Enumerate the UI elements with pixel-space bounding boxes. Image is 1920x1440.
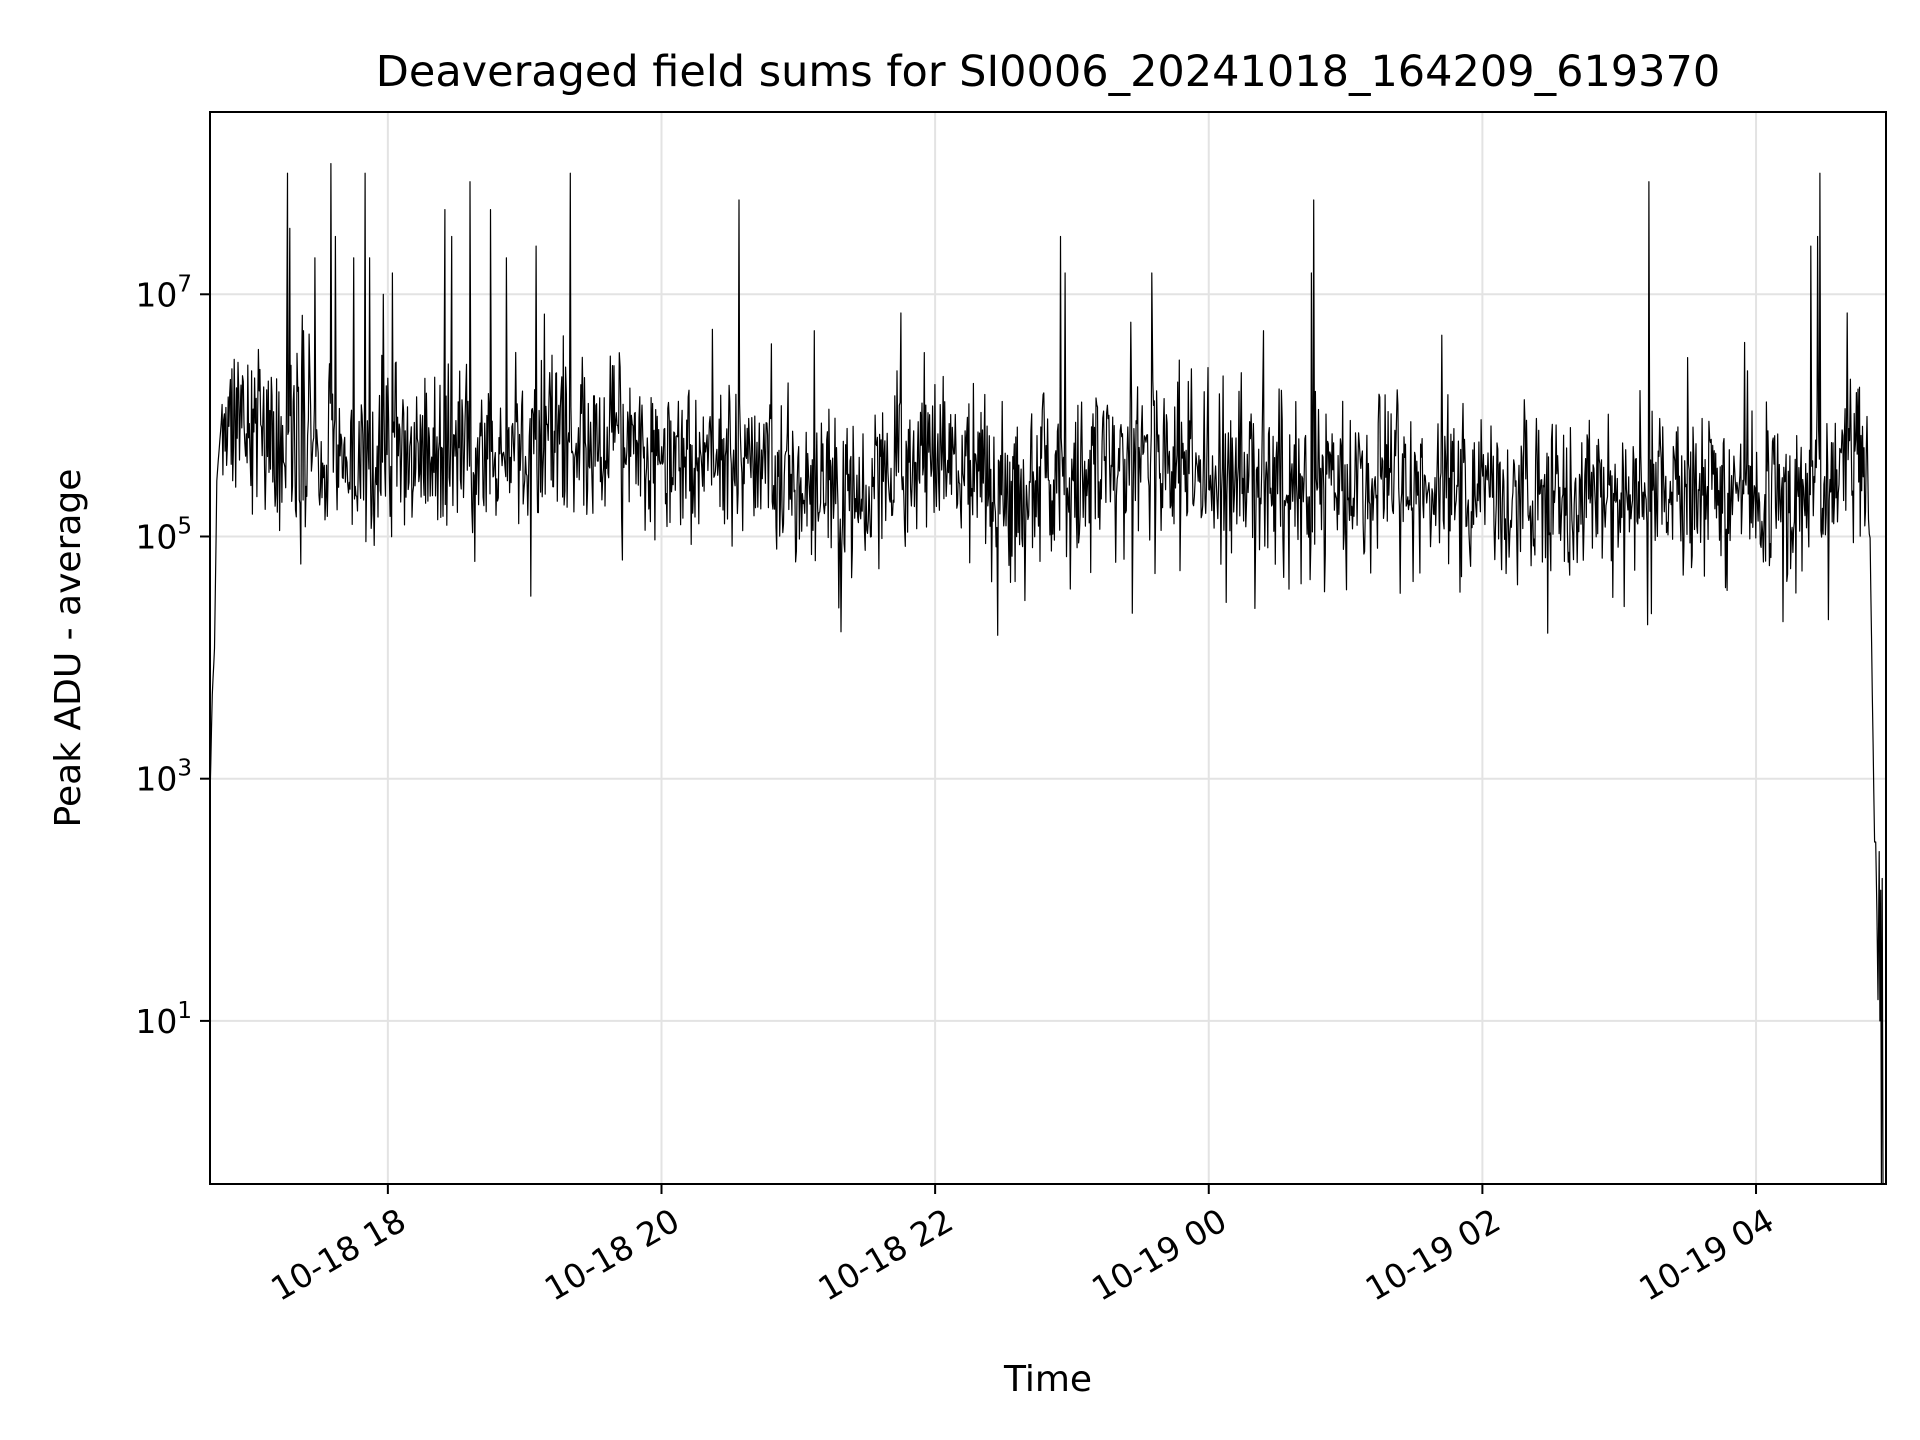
y-tick-label: 105 bbox=[135, 513, 192, 556]
grid bbox=[210, 112, 1886, 1184]
y-axis: 101 103 105 107 bbox=[135, 271, 210, 1041]
y-tick-label: 103 bbox=[135, 756, 192, 799]
x-axis-label: Time bbox=[1003, 1359, 1092, 1400]
chart-title: Deaveraged field sums for SI0006_2024101… bbox=[376, 47, 1721, 97]
y-axis-label: Peak ADU - average bbox=[48, 469, 89, 828]
plot-frame bbox=[209, 111, 1887, 1185]
series-line bbox=[209, 163, 1884, 1185]
y-tick-label: 107 bbox=[135, 271, 192, 314]
y-tick-label: 101 bbox=[135, 998, 192, 1041]
plot-area bbox=[209, 163, 1884, 1185]
